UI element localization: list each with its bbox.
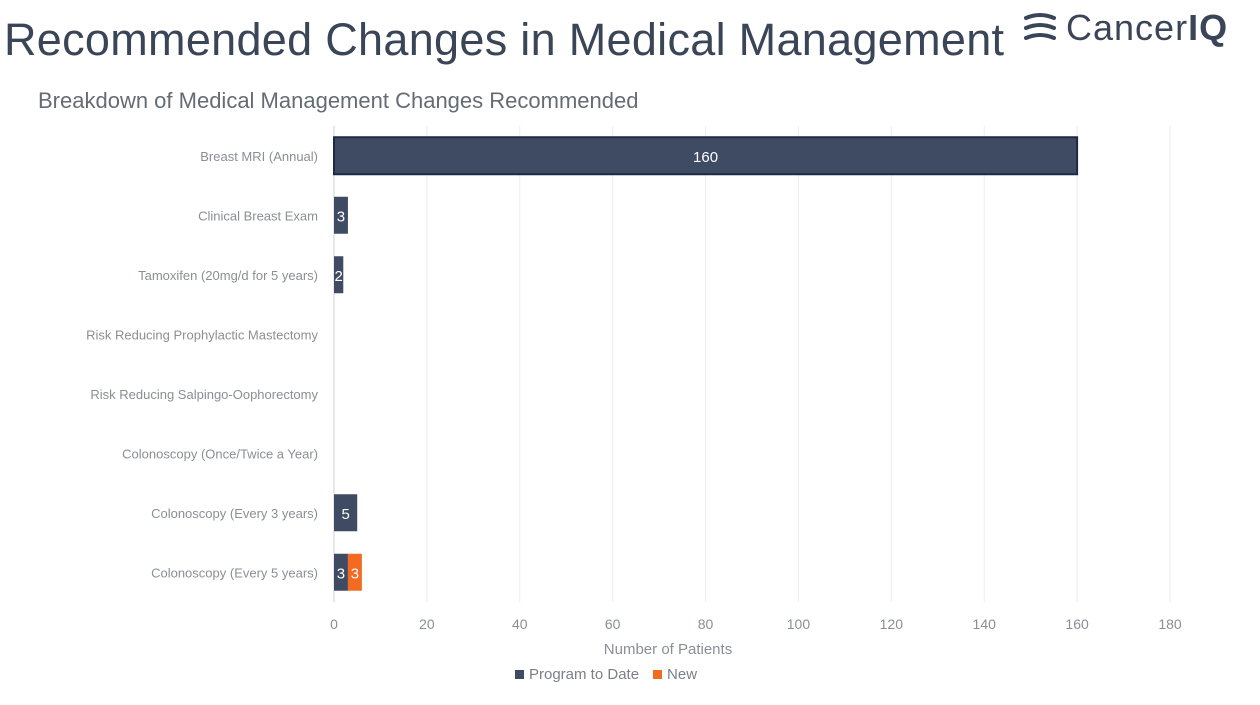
x-tick-label: 120 xyxy=(880,616,904,632)
y-category-label: Risk Reducing Prophylactic Mastectomy xyxy=(86,327,318,342)
bar-data-label: 3 xyxy=(337,208,345,225)
y-category-label: Colonoscopy (Every 3 years) xyxy=(151,506,318,521)
bar-data-label: 3 xyxy=(351,565,359,582)
legend-swatch-program-to-date xyxy=(515,670,524,679)
bar-chart: 0 20 40 60 80 100 120 140 160 180 Breast MRI (Annu… xyxy=(86,126,1182,658)
cancer-iq-logo-icon xyxy=(1024,13,1056,40)
bar xyxy=(347,553,362,591)
y-category-label: Risk Reducing Salpingo-Oophorectomy xyxy=(90,387,318,402)
bar-data-label: 3 xyxy=(337,565,345,582)
y-category-label: Colonoscopy (Once/Twice a Year) xyxy=(122,446,318,461)
bar xyxy=(334,256,344,294)
bar-data-label: 2 xyxy=(334,268,342,285)
chart-title: Breakdown of Medical Management Changes … xyxy=(38,88,639,113)
page-title: Recommended Changes in Medical Managemen… xyxy=(4,14,1005,65)
legend-swatch-new xyxy=(653,670,663,679)
x-tick-label: 60 xyxy=(605,616,621,632)
x-tick-label: 180 xyxy=(1158,616,1182,632)
y-category-label: Tamoxifen (20mg/d for 5 years) xyxy=(138,268,318,283)
bar xyxy=(334,553,348,591)
y-category-label: Clinical Breast Exam xyxy=(198,208,318,223)
bar-data-label: 5 xyxy=(341,506,349,523)
cancer-iq-logo: CancerIQ xyxy=(1020,6,1228,50)
bar xyxy=(334,494,358,532)
bar xyxy=(334,196,348,234)
logo-text: CancerIQ xyxy=(1066,7,1229,48)
legend-item-program-to-date: Program to Date xyxy=(515,666,639,683)
x-tick-label: 0 xyxy=(330,616,338,632)
bar-data-label: 160 xyxy=(693,149,718,166)
x-tick-label: 40 xyxy=(512,616,528,632)
x-tick-label: 140 xyxy=(973,616,997,632)
bar xyxy=(333,136,1079,176)
x-axis-title: Number of Patients xyxy=(604,641,732,658)
x-tick-label: 20 xyxy=(419,616,435,632)
y-category-label: Breast MRI (Annual) xyxy=(200,149,318,164)
chart-legend: Program to Date New xyxy=(515,666,711,683)
x-tick-label: 80 xyxy=(698,616,714,632)
y-category-label: Colonoscopy (Every 5 years) xyxy=(151,565,318,580)
legend-label-new: New xyxy=(667,666,698,683)
legend-label-program-to-date: Program to Date xyxy=(529,666,640,683)
x-tick-label: 100 xyxy=(787,616,811,632)
x-tick-label: 160 xyxy=(1065,616,1089,632)
legend-item-new: New xyxy=(653,666,697,683)
